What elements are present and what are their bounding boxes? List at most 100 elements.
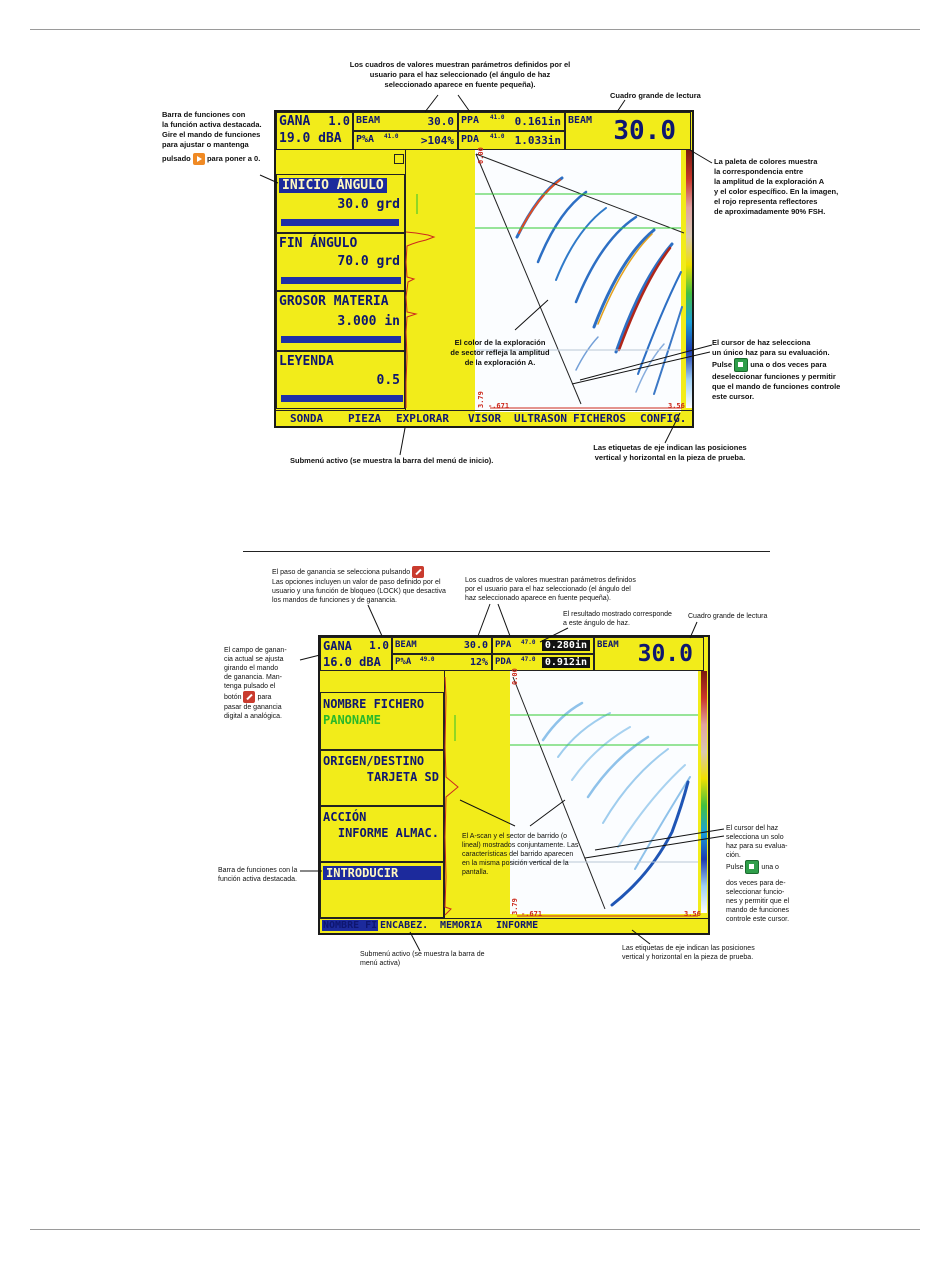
- annotation-top-values: Los cuadros de valores muestran parámetr…: [349, 60, 571, 89]
- param-value: 0.5: [376, 373, 400, 388]
- annotation-line: menú activa): [360, 960, 401, 967]
- annotation-line: a este ángulo de haz.: [563, 620, 630, 627]
- disk-icon: [394, 154, 404, 164]
- menu-item-file-name[interactable]: NOMBRE FI: [322, 920, 379, 931]
- value-box-beam: BEAM 30.0: [353, 112, 458, 131]
- figure-2-top-rule: [243, 551, 770, 552]
- annotation-top-values-2: Los cuadros de valores muestran parámetr…: [465, 576, 685, 603]
- menu-bar: [276, 410, 692, 426]
- big-label: BEAM: [568, 115, 593, 126]
- param-panel-thickness[interactable]: GROSOR MATERIA 3.000 in: [276, 291, 405, 351]
- annotation-line: pulsado: [162, 153, 191, 163]
- param-panel-legend[interactable]: LEYENDA 0.5: [276, 351, 405, 409]
- annotation-line: nes y permitir que el: [726, 898, 790, 905]
- param-value: INFORME ALMAC.: [337, 826, 439, 840]
- big-value: 30.0: [637, 641, 693, 667]
- menu-item-config[interactable]: CONFIG.: [640, 412, 687, 425]
- param-panel-enter[interactable]: INTRODUCIR: [320, 862, 444, 918]
- axis-label-bottom-right: 3.56: [668, 402, 685, 410]
- value-box-pa: P%A 49.0 12%: [392, 654, 492, 671]
- annotation-big-reading: Cuadro grande de lectura: [610, 91, 701, 100]
- annotation-line: pasar de ganancia: [224, 704, 282, 711]
- annotation-ascan: El A-scan y el sector de barrido (o line…: [462, 832, 592, 877]
- annotation-line: por el usuario para el haz seleccionado …: [465, 586, 631, 593]
- menu-item-header[interactable]: ENCABEZ.: [380, 920, 429, 931]
- menu-item-ultrason[interactable]: ULTRASON: [514, 412, 567, 425]
- annotation-line: usuario y una función de bloqueo (LOCK) …: [272, 588, 446, 595]
- annotation-line: Los cuadros de valores muestran parámetr…: [465, 577, 636, 584]
- param-bar: [281, 336, 401, 343]
- menu-item-sonda[interactable]: SONDA: [290, 412, 324, 425]
- menu-item-pieza[interactable]: PIEZA: [348, 412, 382, 425]
- annotation-line: los mandos de funciones y de ganancia.: [272, 597, 397, 604]
- annotation-line: girando el mando: [224, 665, 279, 672]
- figure-1: Los cuadros de valores muestran parámetr…: [0, 0, 950, 480]
- param-bar: [281, 219, 399, 226]
- menu-item-visor[interactable]: VISOR: [468, 412, 502, 425]
- annotation-line: de la exploración A.: [464, 358, 536, 367]
- param-title: ORIGEN/DESTINO: [323, 754, 425, 768]
- annotation-line: El campo de ganan-: [224, 647, 287, 654]
- param-value: 30.0 grd: [337, 197, 400, 212]
- annotation-line: una o dos veces para: [750, 359, 827, 369]
- box-label: PPA: [495, 640, 512, 650]
- gain-key-icon: [412, 566, 425, 578]
- annotation-line: controle este cursor.: [726, 916, 790, 923]
- box-label: PDA: [461, 134, 480, 145]
- annotation-line: para: [257, 693, 272, 701]
- annotation-axis-labels: Las etiquetas de eje indican las posicio…: [560, 443, 780, 463]
- annotation-gain-step: El paso de ganancia se selecciona pulsan…: [272, 566, 472, 605]
- param-panel-end-angle[interactable]: FIN ÁNGULO 70.0 grd: [276, 233, 405, 291]
- annotation-axis-labels-2: Las etiquetas de eje indican las posicio…: [622, 944, 792, 962]
- box-sup: 41.0: [490, 114, 505, 121]
- gain-value: 16.0 dBA: [323, 655, 381, 669]
- sector-scan-image-2: [444, 676, 698, 917]
- param-value: TARJETA SD: [366, 770, 439, 784]
- annotation-line: la función activa destacada.: [162, 120, 262, 129]
- annotation-line: El A-scan y el sector de barrido (o: [462, 833, 568, 840]
- param-panel-origin-destination[interactable]: ORIGEN/DESTINO TARJETA SD: [320, 750, 444, 806]
- param-panel-start-angle[interactable]: INICIO ÁNGULO 30.0 grd: [276, 174, 405, 233]
- annotation-line: este cursor.: [712, 392, 755, 401]
- menu-item-memory[interactable]: MEMORIA: [440, 920, 483, 931]
- box-label: PDA: [495, 657, 512, 667]
- param-panel-file-name[interactable]: NOMBRE FICHERO PANONAME: [320, 692, 444, 750]
- value-box-beam: BEAM 30.0: [392, 637, 492, 654]
- annotation-line: la amplitud de la exploración A: [714, 177, 825, 186]
- param-title: NOMBRE FICHERO: [323, 697, 425, 711]
- big-reading-box: BEAM 30.0: [594, 637, 704, 671]
- ascan-panel: [405, 150, 476, 410]
- box-value: 1.033in: [514, 134, 561, 147]
- box-sup: 41.0: [490, 133, 505, 140]
- gain-box[interactable]: GANA 1.0 16.0 dBA: [320, 637, 392, 671]
- annotation-line: Barra de funciones con la: [218, 867, 298, 874]
- param-panel-action[interactable]: ACCIÓN INFORME ALMAC.: [320, 806, 444, 862]
- menu-item-explorar[interactable]: EXPLORAR: [396, 412, 449, 425]
- param-title: INICIO ÁNGULO: [279, 178, 387, 193]
- box-value: 0.912in: [541, 657, 590, 668]
- instrument-screen-1: GANA 1.0 19.0 dBA BEAM 30.0 P%A 41.0 >10…: [274, 110, 694, 428]
- annotation-line: y el color específico. En la imagen,: [714, 187, 839, 196]
- top-rule: [30, 29, 920, 30]
- annotation-line: función activa destacada.: [218, 876, 297, 883]
- gain-step: 1.0: [328, 114, 350, 128]
- annotation-line: en la misma posición vertical de la: [462, 860, 569, 867]
- annotation-line: el rojo representa reflectores: [714, 197, 818, 206]
- annotation-function-bar-2: Barra de funciones con la función activa…: [218, 866, 318, 884]
- param-title: FIN ÁNGULO: [279, 236, 358, 251]
- big-value: 30.0: [613, 116, 676, 146]
- menu-item-ficheros[interactable]: FICHEROS: [573, 412, 626, 425]
- axis-label-bottom-left: -.671: [488, 402, 510, 410]
- annotation-line: haz para su evalua-: [726, 843, 788, 850]
- annotation-sector-color: El color de la exploración de sector ref…: [436, 338, 564, 368]
- menu-item-report[interactable]: INFORME: [496, 920, 539, 931]
- annotation-line: una o: [761, 863, 779, 871]
- gain-box[interactable]: GANA 1.0 19.0 dBA: [276, 112, 353, 150]
- color-palette-bar: [686, 150, 692, 408]
- annotation-line: pantalla.: [462, 869, 489, 876]
- box-label: P%A: [395, 657, 412, 667]
- param-title: ACCIÓN: [323, 810, 367, 824]
- value-box-pda: PDA 41.0 1.033in: [458, 131, 565, 150]
- annotation-line: ción.: [726, 852, 741, 859]
- annotation-result: El resultado mostrado corresponde a este…: [563, 610, 703, 628]
